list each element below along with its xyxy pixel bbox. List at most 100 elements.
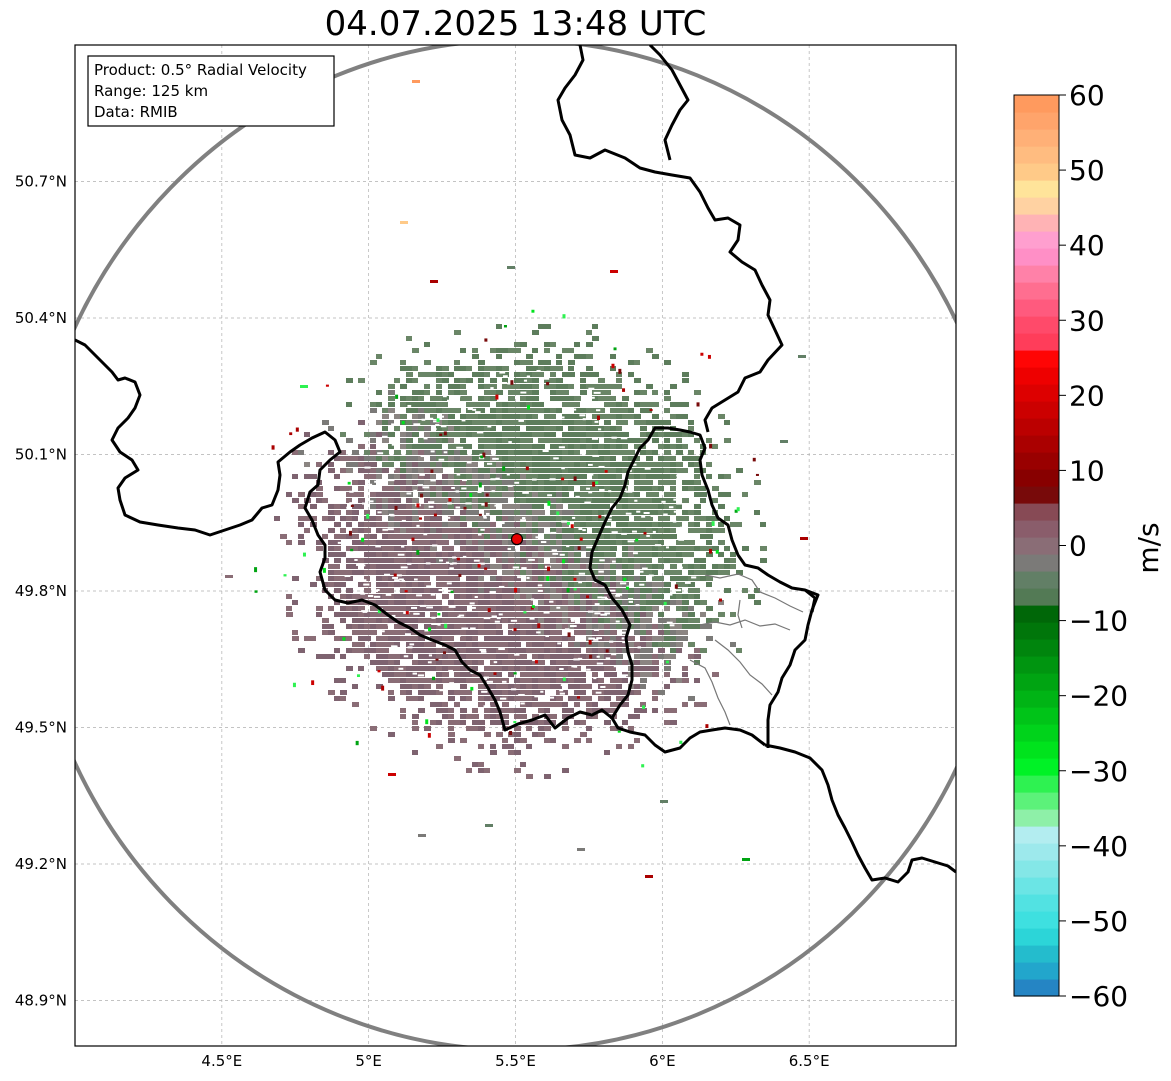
echo-cell [532, 606, 538, 611]
echo-cell [406, 636, 412, 641]
echo-cell [526, 456, 532, 461]
echo-cell [502, 504, 509, 509]
echo-cell [712, 672, 719, 677]
echo-cell [634, 672, 641, 677]
echo-cell [514, 732, 521, 737]
echo-cell [382, 636, 388, 641]
echo-gap [362, 502, 368, 505]
echo-cell [550, 570, 557, 575]
echo-cell [382, 666, 388, 671]
echo-gap [673, 498, 679, 501]
echo-cell [532, 696, 538, 701]
echo-cell [364, 540, 370, 545]
echo-cell [382, 552, 388, 557]
echo-gap [601, 596, 607, 599]
echo-cell [430, 642, 436, 647]
echo-cell [370, 402, 377, 407]
echo-cell [394, 624, 401, 629]
echo-cell [580, 354, 586, 359]
echo-speck [514, 587, 518, 593]
echo-cell [424, 438, 430, 443]
echo-cell [562, 348, 568, 353]
echo-cell [592, 408, 599, 413]
echo-cell [706, 582, 712, 587]
echo-cell [316, 546, 323, 551]
echo-cell [550, 522, 556, 527]
echo-cell [460, 426, 467, 431]
echo-cell [430, 564, 437, 569]
echo-cell [520, 762, 526, 767]
echo-gap [593, 677, 597, 680]
echo-cell [406, 462, 413, 467]
echo-speck [679, 740, 683, 744]
echo-cell [418, 534, 425, 539]
echo-cell [406, 486, 412, 491]
echo-cell [454, 582, 461, 587]
echo-cell [634, 600, 640, 605]
echo-cell [622, 438, 629, 443]
echo-cell [532, 420, 538, 425]
echo-cell [640, 570, 647, 575]
echo-cell [634, 588, 641, 593]
echo-cell [538, 372, 544, 377]
echo-cell [556, 468, 562, 473]
echo-cell [460, 366, 466, 371]
echo-cell [502, 606, 509, 611]
echo-cell [454, 360, 460, 365]
echo-cell [418, 558, 424, 563]
echo-cell [424, 642, 431, 647]
echo-cell [412, 366, 418, 371]
echo-cell [706, 570, 713, 575]
echo-cell [388, 582, 395, 587]
echo-cell [496, 462, 503, 467]
echo-cell [532, 564, 539, 569]
echo-cell [628, 576, 634, 581]
echo-cell [406, 450, 413, 455]
echo-cell [556, 474, 562, 479]
echo-cell [514, 726, 521, 731]
echo-cell [724, 516, 730, 521]
echo-cell [430, 570, 437, 575]
echo-cell [628, 648, 634, 653]
echo-cell [586, 432, 592, 437]
echo-cell [544, 684, 551, 689]
echo-cell [598, 456, 604, 461]
echo-cell [526, 594, 533, 599]
echo-cell [400, 462, 406, 467]
echo-cell [370, 726, 377, 731]
echo-cell [508, 642, 514, 647]
echo-cell [520, 564, 526, 569]
echo-cell [460, 444, 466, 449]
echo-speck [734, 509, 738, 513]
echo-cell [610, 558, 616, 563]
echo-cell [466, 396, 472, 401]
echo-cell [520, 360, 526, 365]
echo-gap [584, 501, 591, 504]
echo-cell [454, 612, 460, 617]
echo-cell [544, 600, 551, 605]
echo-cell [460, 642, 466, 647]
echo-cell [370, 492, 376, 497]
echo-cell [382, 618, 389, 623]
echo-cell [538, 720, 545, 725]
echo-speck [605, 649, 609, 653]
echo-cell [430, 396, 436, 401]
echo-cell [550, 702, 557, 707]
echo-cell [364, 564, 371, 569]
echo-cell [478, 762, 484, 767]
echo-cell [658, 624, 664, 629]
echo-cell [562, 708, 568, 713]
echo-cell [592, 510, 599, 515]
echo-cell [514, 360, 520, 365]
echo-cell [508, 684, 515, 689]
echo-cell [502, 420, 508, 425]
echo-cell [418, 546, 425, 551]
echo-cell [526, 678, 533, 683]
echo-cell [490, 384, 497, 389]
echo-cell [472, 498, 479, 503]
echo-cell [436, 672, 443, 677]
echo-cell [424, 540, 431, 545]
echo-cell [460, 720, 466, 725]
echo-cell [418, 408, 425, 413]
echo-cell [580, 606, 587, 611]
